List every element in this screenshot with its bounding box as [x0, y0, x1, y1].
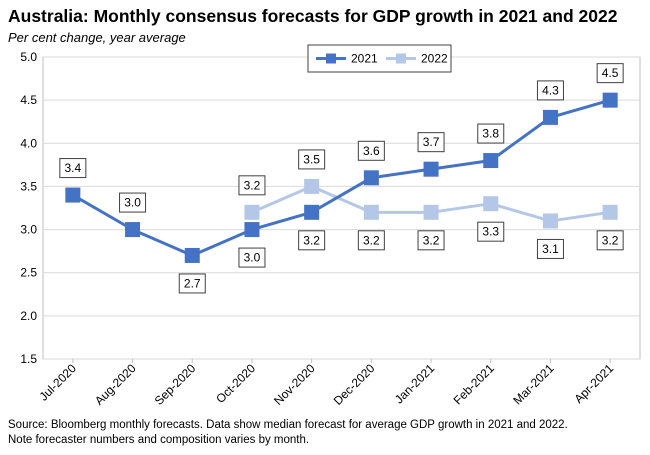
data-label: 3.6: [363, 144, 380, 158]
data-point-2021: [65, 187, 81, 203]
data-label: 3.0: [244, 251, 261, 265]
x-tick-label: Jul-2020: [37, 361, 80, 404]
data-label-box: [298, 149, 326, 170]
data-point-2022: [363, 204, 379, 220]
legend-label-2022: 2022: [421, 52, 448, 66]
data-label: 4.5: [602, 66, 619, 80]
data-label: 3.1: [542, 242, 559, 256]
data-label-box: [59, 158, 87, 179]
source-note: Source: Bloomberg monthly forecasts. Dat…: [8, 418, 568, 448]
data-label-box: [536, 238, 564, 259]
data-label: 3.7: [423, 135, 440, 149]
legend-marker-2021: [326, 53, 336, 64]
data-label-box: [357, 230, 385, 251]
data-label-box: [357, 140, 385, 161]
x-tick-label: Jan-2021: [392, 361, 438, 407]
data-label-box: [119, 192, 147, 213]
chart-title: Australia: Monthly consensus forecasts f…: [8, 6, 618, 26]
data-label-box: [536, 80, 564, 101]
data-label: 3.0: [124, 196, 141, 210]
y-tick-label: 3.0: [20, 223, 37, 237]
data-point-2021: [542, 109, 558, 125]
data-label: 3.4: [65, 161, 82, 175]
x-tick-label: Aug-2020: [92, 361, 139, 408]
y-tick-label: 5.0: [20, 50, 37, 64]
data-label-box: [477, 123, 505, 144]
chart-subtitle: Per cent change, year average: [8, 30, 186, 45]
x-tick-label: Oct-2020: [213, 361, 258, 406]
x-tick-label: Nov-2020: [271, 361, 318, 408]
data-label-box: [238, 247, 266, 268]
y-tick-label: 1.5: [20, 352, 37, 366]
data-label-box: [238, 175, 266, 196]
data-point-2021: [423, 161, 439, 177]
source-line: Source: Bloomberg monthly forecasts. Dat…: [8, 419, 568, 431]
x-tick-label: Feb-2021: [451, 361, 497, 407]
data-point-2022: [602, 204, 618, 220]
data-label: 4.3: [542, 83, 559, 97]
data-label: 2.7: [184, 276, 201, 290]
data-label-box: [596, 230, 624, 251]
data-label: 3.3: [482, 225, 499, 239]
y-tick-label: 3.5: [20, 179, 37, 193]
data-point-2022: [423, 204, 439, 220]
data-label-box: [477, 221, 505, 242]
data-point-2021: [244, 222, 260, 238]
y-tick-label: 4.5: [20, 93, 37, 107]
data-label: 3.8: [482, 127, 499, 141]
data-point-2022: [542, 213, 558, 229]
data-label: 3.2: [423, 233, 440, 247]
data-point-2022: [483, 196, 499, 212]
data-point-2021: [483, 153, 499, 169]
data-label: 3.2: [602, 233, 619, 247]
data-label-box: [417, 230, 445, 251]
series-line-2021: [72, 98, 611, 257]
x-tick-label: Apr-2021: [571, 361, 616, 406]
data-label: 3.2: [303, 233, 320, 247]
data-label: 3.5: [303, 152, 320, 166]
data-point-2021: [304, 204, 320, 220]
data-point-2021: [125, 222, 141, 238]
data-label-box: [596, 63, 624, 84]
x-tick-label: Sep-2020: [152, 361, 199, 408]
data-point-2021: [602, 92, 618, 108]
data-point-2021: [363, 170, 379, 186]
legend-marker-2022: [396, 53, 406, 64]
data-point-2022: [244, 204, 260, 220]
y-tick-label: 2.0: [20, 309, 37, 323]
note-line: Note forecaster numbers and composition …: [8, 434, 310, 446]
x-tick-label: Dec-2020: [331, 361, 378, 408]
data-point-2021: [184, 247, 200, 263]
data-label-box: [417, 132, 445, 153]
data-label-box: [298, 230, 326, 251]
y-tick-label: 2.5: [20, 266, 37, 280]
legend-label-2021: 2021: [351, 52, 378, 66]
y-tick-label: 4.0: [20, 136, 37, 150]
data-label: 3.2: [363, 233, 380, 247]
data-label-box: [178, 273, 206, 294]
data-label: 3.2: [244, 178, 261, 192]
data-point-2022: [304, 178, 320, 194]
x-tick-label: Mar-2021: [510, 361, 556, 407]
